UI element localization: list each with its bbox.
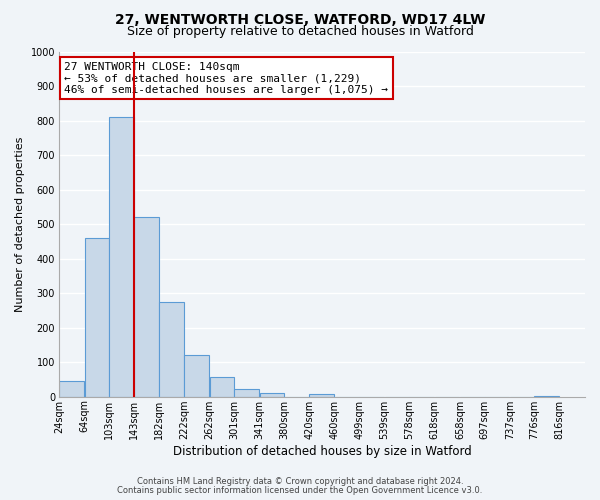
Bar bbox=[159, 302, 184, 396]
Bar bbox=[85, 238, 109, 396]
Y-axis label: Number of detached properties: Number of detached properties bbox=[15, 136, 25, 312]
Bar bbox=[310, 394, 334, 396]
X-axis label: Distribution of detached houses by size in Watford: Distribution of detached houses by size … bbox=[173, 444, 472, 458]
Bar bbox=[59, 381, 84, 396]
Bar bbox=[134, 217, 159, 396]
Bar bbox=[234, 389, 259, 396]
Text: 27 WENTWORTH CLOSE: 140sqm
← 53% of detached houses are smaller (1,229)
46% of s: 27 WENTWORTH CLOSE: 140sqm ← 53% of deta… bbox=[64, 62, 388, 95]
Bar bbox=[109, 117, 134, 396]
Bar bbox=[209, 377, 234, 396]
Text: Contains public sector information licensed under the Open Government Licence v3: Contains public sector information licen… bbox=[118, 486, 482, 495]
Text: Contains HM Land Registry data © Crown copyright and database right 2024.: Contains HM Land Registry data © Crown c… bbox=[137, 477, 463, 486]
Text: 27, WENTWORTH CLOSE, WATFORD, WD17 4LW: 27, WENTWORTH CLOSE, WATFORD, WD17 4LW bbox=[115, 12, 485, 26]
Bar bbox=[184, 354, 209, 397]
Bar bbox=[260, 392, 284, 396]
Text: Size of property relative to detached houses in Watford: Size of property relative to detached ho… bbox=[127, 25, 473, 38]
